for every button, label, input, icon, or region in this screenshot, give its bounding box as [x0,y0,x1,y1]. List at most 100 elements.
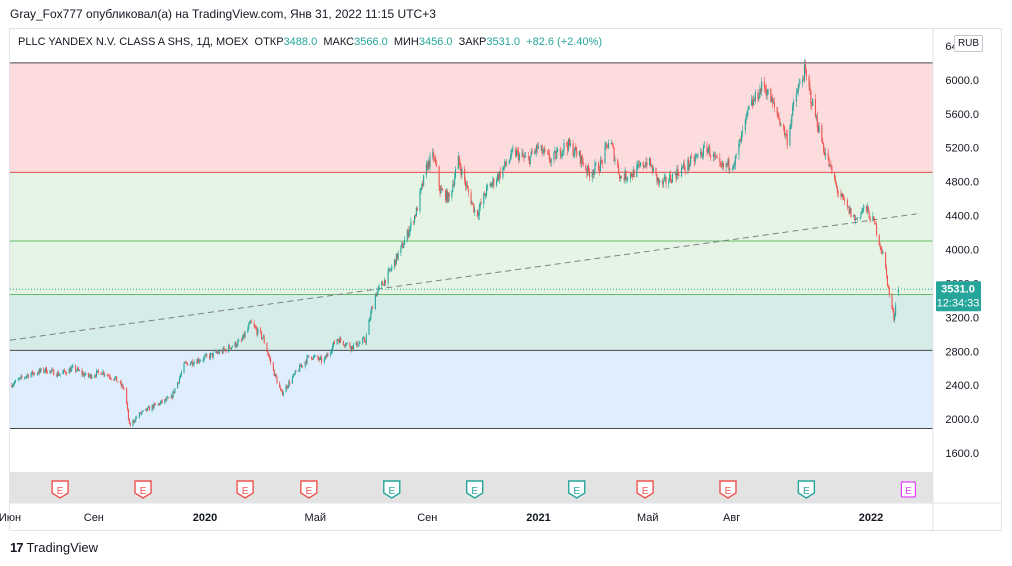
earnings-marker-10[interactable]: E [900,481,916,498]
candle-body [619,174,621,179]
candle-581 [752,96,754,109]
candle-body [721,163,724,167]
candle-body [120,381,122,386]
candle-body [752,100,754,106]
candle-236 [311,358,314,361]
candle-453 [588,162,590,176]
candle-body [204,355,206,357]
candle-304 [397,250,399,261]
candle-30 [49,370,51,375]
candle-533 [690,154,692,167]
candle-598 [772,98,775,104]
candle-body [751,100,753,106]
candle-146 [197,357,199,364]
price-badge: 3531.0 12:34:33 [936,281,981,312]
candle-317 [414,213,417,220]
candle-body [742,130,744,132]
candle-641 [828,156,830,168]
earnings-marker-3[interactable]: E [300,480,318,499]
candle-body [731,167,734,169]
candle-body [191,361,193,365]
candle-379 [493,177,495,190]
candle-202 [268,352,270,358]
candle-body [71,366,73,369]
legend-low-value: 3456.0 [418,36,453,48]
candle-body [611,143,613,146]
candle-369 [480,197,482,206]
earnings-marker-6[interactable]: E [568,480,586,499]
candle-41 [63,369,65,375]
candle-body [70,368,72,373]
candle-body [658,178,660,183]
earnings-icon [51,480,69,499]
candle-body [522,153,524,157]
candle-397 [516,147,519,156]
candle-684 [882,249,884,255]
candle-429 [557,146,559,153]
candle-body [595,163,597,165]
candle-396 [516,147,518,159]
tradingview-logo[interactable]: 17 TradingView [10,540,98,555]
candle-body [402,243,404,249]
candle-body [547,150,549,153]
candle-189 [250,319,253,324]
earnings-marker-4[interactable]: E [383,480,401,499]
candle-body [548,153,550,161]
earnings-marker-0[interactable]: E [51,480,69,499]
candle-body [674,173,676,175]
earnings-marker-8[interactable]: E [719,480,737,499]
earnings-marker-9[interactable]: E [797,480,816,499]
candle-body [592,173,594,175]
candle-450 [585,163,587,171]
candle-body [378,286,380,289]
candle-body [651,165,653,173]
candle-body [649,158,652,167]
currency-button[interactable]: RUB [954,35,983,52]
candle-178 [237,338,239,348]
x-tick-label: 2020 [193,512,217,524]
earnings-marker-7[interactable]: E [636,480,654,499]
candle-body [772,97,774,103]
candle-422 [548,149,550,164]
earnings-marker-1[interactable]: E [134,480,152,499]
candle-body [662,180,664,185]
candle-body [170,395,172,399]
candle-196 [260,331,263,340]
candle-body [247,328,249,333]
earnings-marker-2[interactable]: E [236,480,254,499]
y-tick-label: 5200.0 [945,143,979,155]
chart-frame [9,28,1002,531]
candle-136 [184,361,186,364]
candle-body [713,153,715,157]
candle-591 [764,84,766,95]
candle-body [480,202,482,204]
candle-body [693,156,695,162]
candle-295 [387,267,389,287]
candle-128 [173,391,175,394]
candle-body [186,362,188,364]
candle-body [758,97,760,100]
candle-662 [855,215,857,225]
earnings-label: E [642,486,649,497]
candle-body [180,372,182,376]
candle-428 [556,147,558,160]
candle-body [312,356,314,360]
zones-layer [10,62,933,429]
candle-body [830,164,832,166]
candle-body [773,102,776,107]
candle-517 [670,169,672,183]
candle-358 [466,180,468,189]
candle-body [218,352,220,354]
candle-169 [225,348,227,354]
candle-body [810,90,812,104]
candle-565 [731,165,734,171]
candle-463 [600,157,602,165]
candle-419 [544,145,546,155]
candle-body [445,190,447,201]
candle-105 [145,408,147,411]
candle-body [594,163,596,171]
candle-body [451,190,453,198]
earnings-marker-5[interactable]: E [465,480,484,499]
candle-body [287,386,289,388]
